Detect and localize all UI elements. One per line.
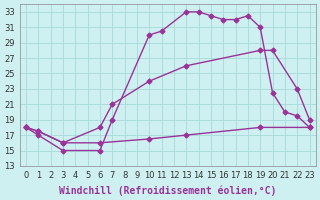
X-axis label: Windchill (Refroidissement éolien,°C): Windchill (Refroidissement éolien,°C): [59, 185, 276, 196]
